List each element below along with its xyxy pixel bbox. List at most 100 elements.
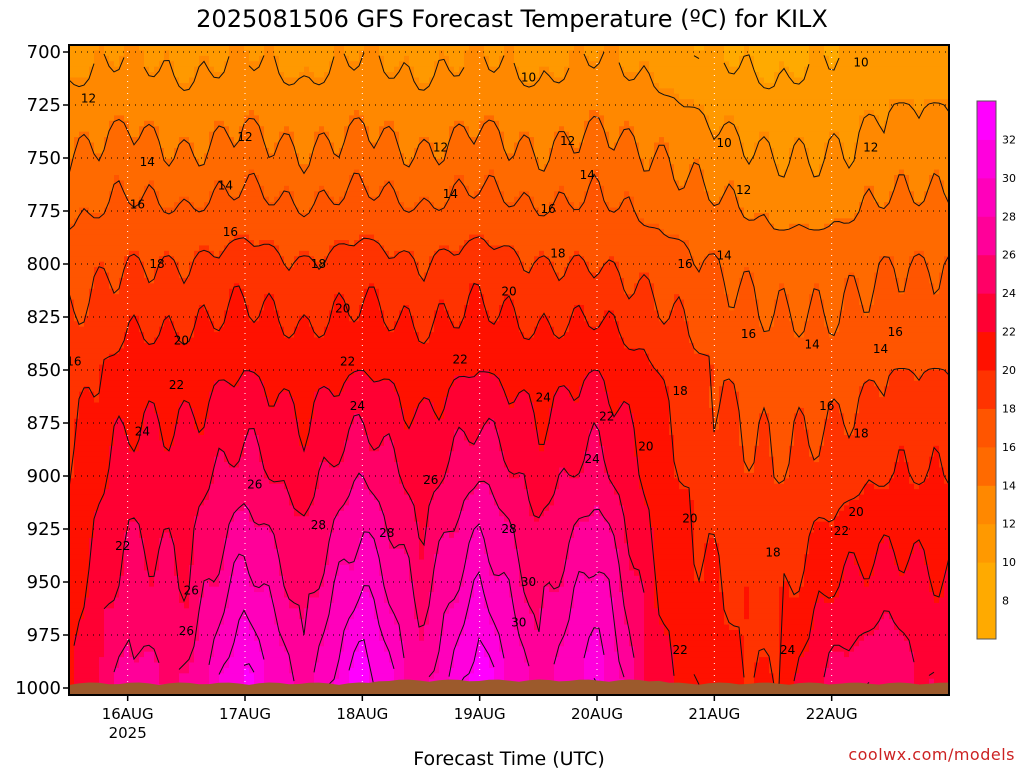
contour-cell xyxy=(149,348,155,355)
contour-cell xyxy=(199,277,205,284)
contour-cell xyxy=(249,467,255,474)
contour-cell xyxy=(94,126,100,133)
contour-cell xyxy=(194,261,200,268)
contour-cell xyxy=(219,55,225,62)
contour-cell xyxy=(194,440,200,447)
contour-cell xyxy=(244,554,250,561)
contour-cell xyxy=(249,602,255,609)
contour-cell xyxy=(204,77,210,84)
contour-cell xyxy=(139,315,145,322)
contour-cell xyxy=(209,45,215,52)
contour-cell xyxy=(114,397,120,404)
contour-cell xyxy=(244,45,250,52)
contour-cell xyxy=(229,451,235,458)
contour-cell xyxy=(149,635,155,642)
contour-cell xyxy=(79,353,85,360)
contour-cell xyxy=(239,277,245,284)
contour-cell xyxy=(214,370,220,377)
contour-cell xyxy=(254,196,260,203)
contour-cell xyxy=(144,169,150,176)
contour-cell xyxy=(129,348,135,355)
contour-cell xyxy=(94,353,100,360)
contour-cell xyxy=(264,586,270,593)
contour-cell xyxy=(214,451,220,458)
contour-cell xyxy=(99,315,105,322)
contour-cell xyxy=(169,256,175,263)
contour-cell xyxy=(209,142,215,149)
contour-cell xyxy=(239,234,245,241)
contour-cell xyxy=(264,559,270,566)
contour-cell xyxy=(269,245,275,252)
contour-cell xyxy=(164,337,170,344)
contour-cell xyxy=(149,175,155,182)
contour-cell xyxy=(259,212,265,219)
contour-cell xyxy=(204,277,210,284)
contour-cell xyxy=(224,397,230,404)
contour-cell xyxy=(164,592,170,599)
contour-cell xyxy=(104,667,110,674)
contour-cell xyxy=(254,678,260,685)
contour-cell xyxy=(149,158,155,165)
contour-cell xyxy=(204,559,210,566)
contour-cell xyxy=(149,240,155,247)
contour-cell xyxy=(219,662,225,669)
contour-cell xyxy=(259,467,265,474)
contour-cell xyxy=(79,272,85,279)
contour-cell xyxy=(254,657,260,664)
contour-cell xyxy=(214,153,220,160)
contour-cell xyxy=(149,326,155,333)
contour-cell xyxy=(109,342,115,349)
contour-cell xyxy=(219,261,225,268)
contour-cell xyxy=(79,321,85,328)
contour-cell xyxy=(139,554,145,561)
contour-cell xyxy=(94,613,100,620)
contour-cell xyxy=(189,93,195,100)
contour-cell xyxy=(74,342,80,349)
contour-cell xyxy=(219,147,225,154)
contour-cell xyxy=(219,397,225,404)
contour-cell xyxy=(154,99,160,106)
contour-cell xyxy=(129,175,135,182)
contour-cell xyxy=(254,592,260,599)
contour-cell xyxy=(209,575,215,582)
contour-cell xyxy=(224,88,230,95)
contour-cell xyxy=(124,267,130,274)
contour-cell xyxy=(259,527,265,534)
contour-cell xyxy=(149,267,155,274)
contour-cell xyxy=(179,570,185,577)
contour-cell xyxy=(259,602,265,609)
contour-cell xyxy=(229,212,235,219)
contour-cell xyxy=(104,359,110,366)
contour-cell xyxy=(109,175,115,182)
contour-cell xyxy=(249,93,255,100)
contour-cell xyxy=(84,386,90,393)
contour-cell xyxy=(189,180,195,187)
contour-cell xyxy=(189,597,195,604)
contour-cell xyxy=(244,77,250,84)
contour-cell xyxy=(169,418,175,425)
contour-cell xyxy=(84,429,90,436)
contour-cell xyxy=(104,305,110,312)
contour-cell xyxy=(119,137,125,144)
contour-cell xyxy=(259,505,265,512)
contour-cell xyxy=(134,99,140,106)
contour-cell xyxy=(174,402,180,409)
contour-cell xyxy=(84,299,90,306)
contour-cell xyxy=(184,99,190,106)
contour-cell xyxy=(209,435,215,442)
contour-cell xyxy=(149,592,155,599)
contour-cell xyxy=(169,164,175,171)
contour-cell xyxy=(179,521,185,528)
contour-cell xyxy=(79,559,85,566)
contour-cell xyxy=(79,505,85,512)
contour-cell xyxy=(69,651,75,658)
contour-cell xyxy=(219,61,225,68)
contour-cell xyxy=(179,337,185,344)
contour-cell xyxy=(199,315,205,322)
contour-cell xyxy=(69,310,75,317)
contour-cell xyxy=(194,348,200,355)
contour-cell xyxy=(239,575,245,582)
contour-cell xyxy=(234,640,240,647)
contour-cell xyxy=(79,489,85,496)
